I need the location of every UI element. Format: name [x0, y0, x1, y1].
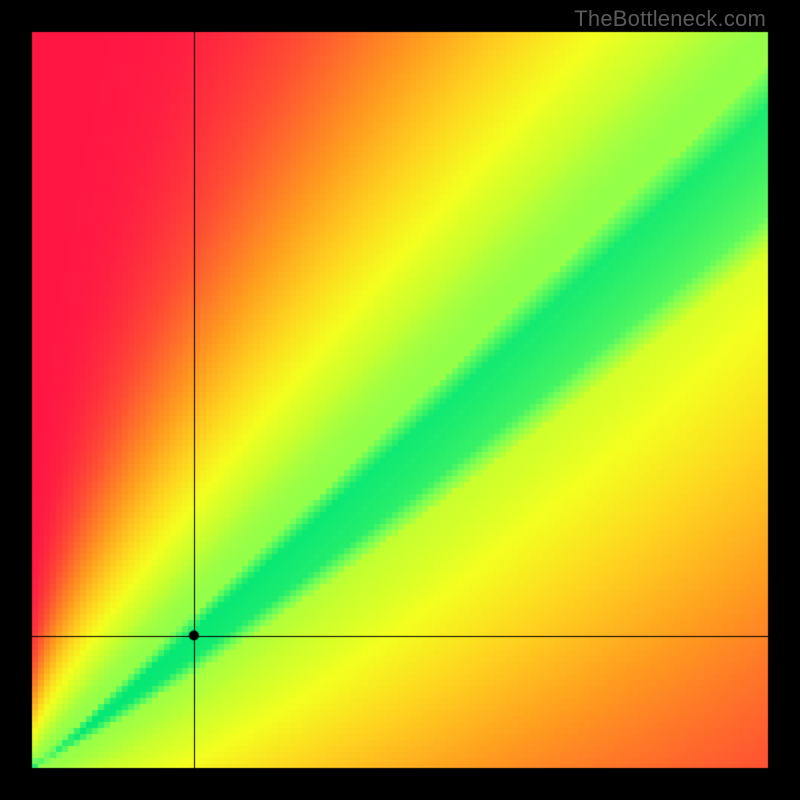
bottleneck-heatmap	[0, 0, 800, 800]
root-container: { "watermark": { "text": "TheBottleneck.…	[0, 0, 800, 800]
watermark-text: TheBottleneck.com	[574, 6, 766, 32]
